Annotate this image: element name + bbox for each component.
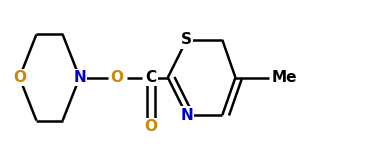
Text: N: N: [73, 70, 86, 85]
Text: N: N: [180, 108, 193, 123]
Text: Me: Me: [271, 70, 297, 85]
Text: O: O: [13, 70, 26, 85]
Text: O: O: [110, 70, 124, 85]
Text: O: O: [144, 119, 158, 134]
Text: C: C: [146, 70, 156, 85]
Text: S: S: [181, 32, 192, 47]
